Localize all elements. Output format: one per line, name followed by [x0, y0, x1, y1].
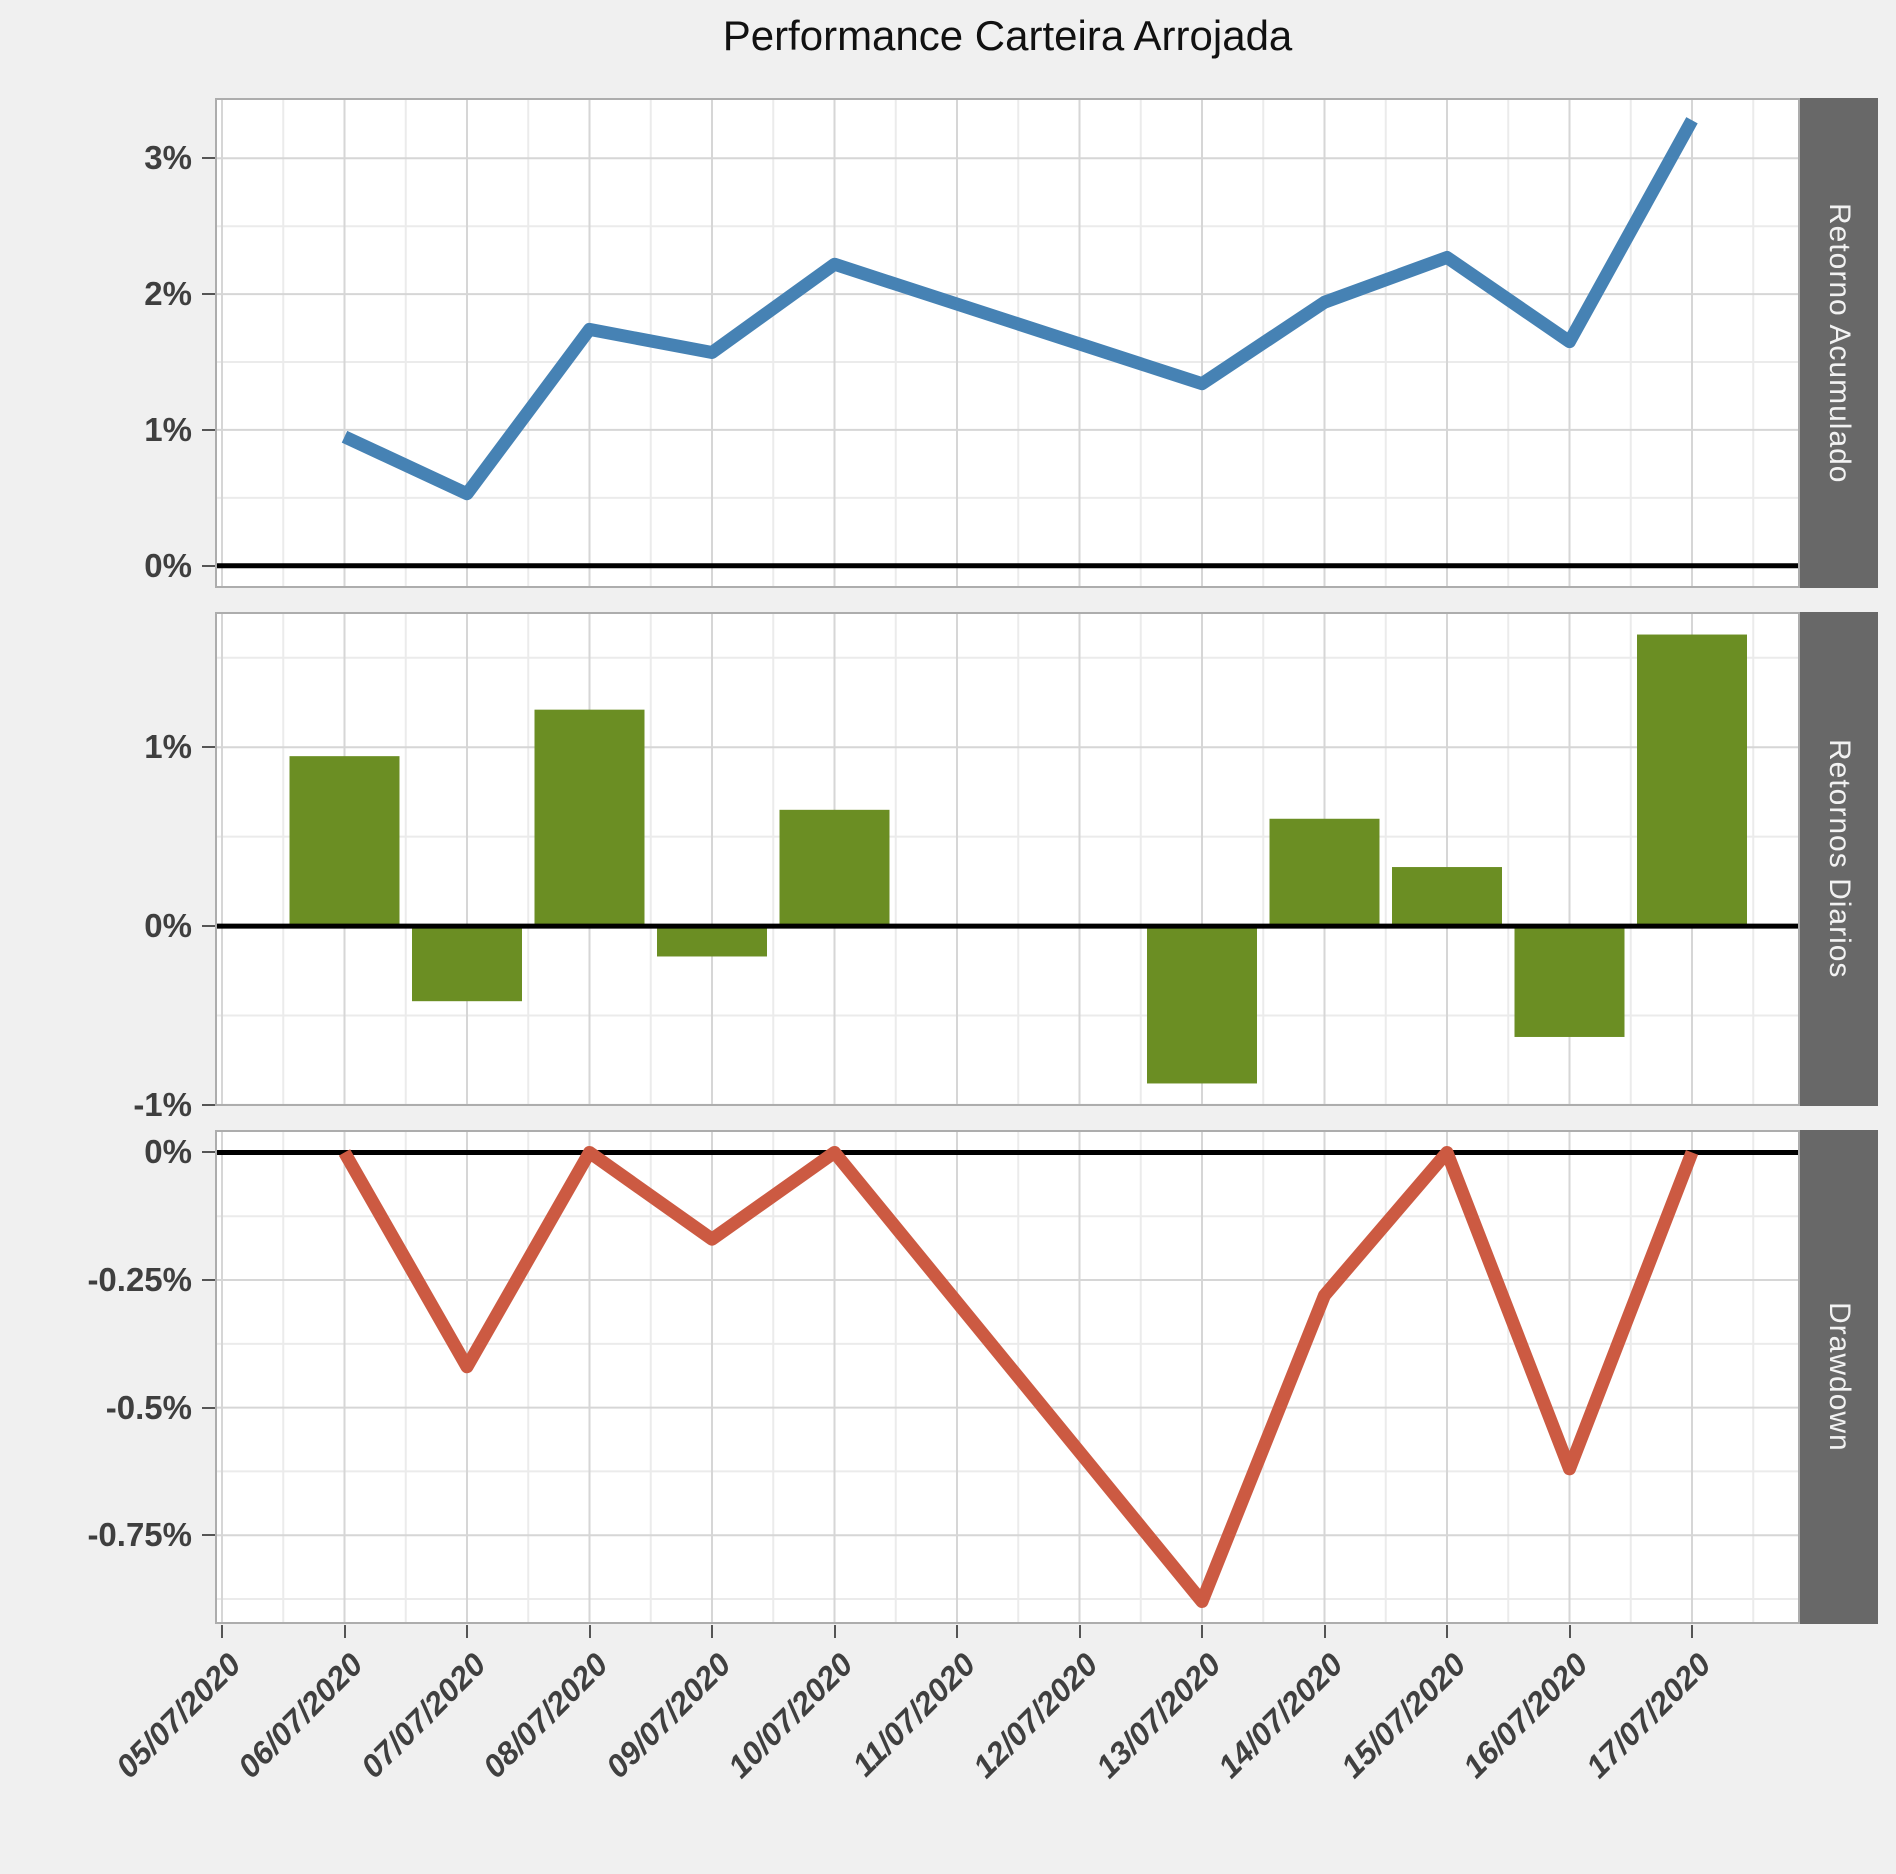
y-tick-mark: [202, 1406, 215, 1409]
x-tick-mark: [711, 1625, 713, 1638]
x-tick-mark: [1323, 1625, 1326, 1638]
daily-return-bar: [1269, 818, 1380, 927]
daily-return-bar: [1147, 926, 1257, 1084]
x-tick-label: 11/07/2020: [845, 1646, 983, 1784]
y-tick-mark: [202, 925, 215, 928]
drawdown-plot: [215, 1130, 1800, 1624]
x-tick-label: 14/07/2020: [1211, 1646, 1350, 1785]
daily-return-bar: [779, 809, 890, 927]
strip-drawdown: Drawdown: [1800, 1130, 1878, 1624]
daily-return-bar: [289, 756, 400, 927]
drawdown-line: [338, 1145, 1699, 1609]
x-tick-mark: [466, 1625, 468, 1638]
x-tick-label: 13/07/2020: [1088, 1646, 1228, 1785]
x-tick-mark: [1691, 1625, 1693, 1638]
y-tick-mark: [202, 293, 215, 296]
y-tick-label: -1%: [133, 1085, 192, 1123]
daily-return-bar: [1637, 634, 1747, 927]
strip-retorno-acumulado: Retorno Acumulado: [1800, 98, 1878, 588]
chart-title: Performance Carteira Arrojada: [722, 12, 1293, 59]
daily-return-bar: [1392, 867, 1502, 927]
x-tick-mark: [221, 1625, 223, 1638]
retorno-acumulado-plot: [215, 98, 1800, 588]
y-tick-mark: [202, 1279, 215, 1282]
x-tick-label: 06/07/2020: [231, 1646, 370, 1785]
x-tick-label: 08/07/2020: [476, 1646, 615, 1785]
x-tick-mark: [1078, 1625, 1081, 1638]
y-tick-mark: [202, 1534, 215, 1537]
retornos-diarios-plot: [215, 612, 1800, 1106]
x-tick-mark: [1201, 1625, 1203, 1638]
y-tick-label: 0%: [144, 1133, 192, 1171]
x-tick-mark: [588, 1625, 591, 1638]
x-tick-mark: [343, 1625, 346, 1638]
x-tick-label: 12/07/2020: [966, 1646, 1105, 1785]
y-tick-mark: [202, 157, 215, 160]
y-tick-mark: [202, 1103, 215, 1106]
y-tick-label: 1%: [144, 728, 192, 766]
y-tick-label: 0%: [144, 546, 192, 584]
strip-retornos-diarios: Retornos Diarios: [1800, 612, 1878, 1106]
panel-border: [215, 1130, 1800, 1624]
x-tick-label: 16/07/2020: [1456, 1646, 1595, 1785]
x-tick-label: 07/07/2020: [353, 1646, 493, 1785]
y-tick-label: -0.25%: [87, 1261, 192, 1299]
panel-border: [215, 612, 1800, 1106]
x-tick-label: 15/07/2020: [1333, 1646, 1473, 1785]
strip-label-retorno-acumulado: Retorno Acumulado: [1823, 202, 1856, 484]
y-tick-mark: [202, 564, 215, 567]
x-tick-label: 17/07/2020: [1578, 1646, 1718, 1785]
x-tick-label: 09/07/2020: [598, 1646, 738, 1785]
daily-return-bar: [534, 709, 645, 927]
y-tick-mark: [202, 746, 215, 749]
y-tick-mark: [202, 1151, 215, 1154]
x-tick-mark: [1568, 1625, 1571, 1638]
x-tick-label: 05/07/2020: [108, 1646, 248, 1785]
strip-label-drawdown: Drawdown: [1823, 1302, 1856, 1452]
daily-return-bar: [1514, 926, 1625, 1037]
y-tick-label: 1%: [144, 410, 192, 448]
strip-label-retornos-diarios: Retornos Diarios: [1823, 739, 1856, 979]
y-tick-label: 2%: [144, 275, 192, 313]
y-tick-label: -0.5%: [105, 1388, 192, 1426]
y-tick-mark: [202, 428, 215, 431]
panel-retorno-acumulado: [215, 98, 1800, 588]
panel-background: [215, 98, 1800, 588]
x-tick-label: 10/07/2020: [721, 1646, 860, 1785]
panel-background: [215, 1130, 1800, 1624]
x-tick-mark: [956, 1625, 958, 1638]
panel-retornos-diarios: [215, 612, 1800, 1106]
x-tick-mark: [1446, 1625, 1448, 1638]
cumulative-return-line: [341, 117, 1698, 501]
daily-return-bar: [657, 926, 767, 957]
panel-border: [215, 98, 1800, 588]
y-tick-label: 0%: [144, 907, 192, 945]
panel-drawdown: [215, 1130, 1800, 1624]
y-tick-label: -0.75%: [87, 1516, 192, 1554]
daily-return-bar: [412, 926, 522, 1002]
x-tick-mark: [833, 1625, 836, 1638]
y-tick-label: 3%: [144, 139, 192, 177]
